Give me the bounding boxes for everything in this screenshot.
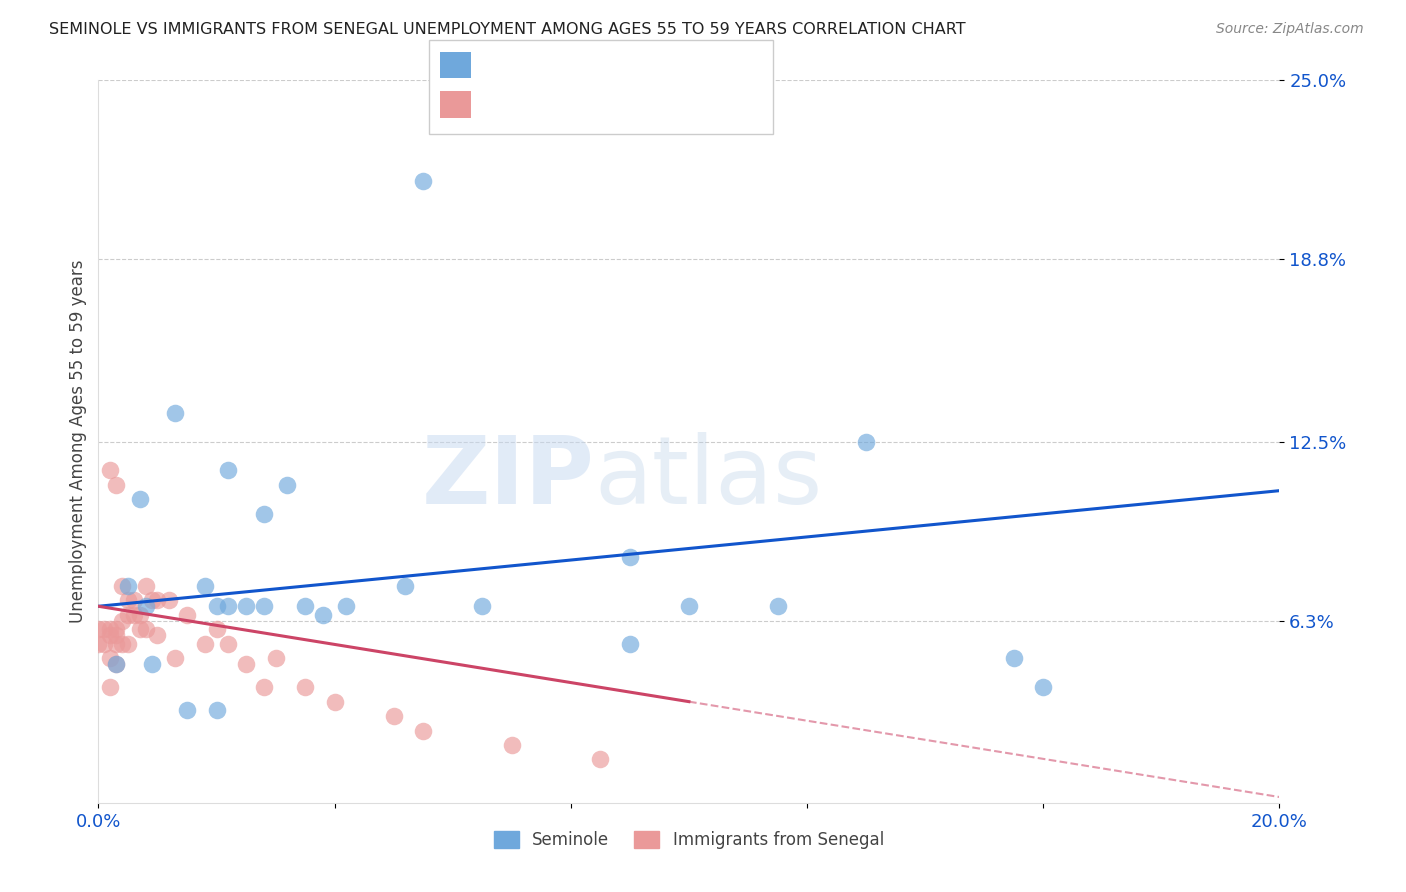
Point xyxy=(276,478,298,492)
Point xyxy=(194,637,217,651)
Point xyxy=(394,579,416,593)
Point xyxy=(165,651,187,665)
Legend: Seminole, Immigrants from Senegal: Seminole, Immigrants from Senegal xyxy=(488,824,890,856)
Point xyxy=(157,593,180,607)
Point xyxy=(294,680,316,694)
Text: N = 44: N = 44 xyxy=(595,95,657,113)
Point xyxy=(312,607,335,622)
Text: 0.139: 0.139 xyxy=(531,56,583,74)
Point xyxy=(98,628,121,642)
Point xyxy=(105,657,128,671)
Point xyxy=(128,623,150,637)
Point xyxy=(105,628,128,642)
Point xyxy=(135,579,157,593)
Point xyxy=(678,599,700,614)
Point xyxy=(128,607,150,622)
Point xyxy=(105,623,128,637)
Point xyxy=(501,738,523,752)
Text: atlas: atlas xyxy=(595,432,823,524)
Point xyxy=(111,614,134,628)
Point xyxy=(1002,651,1025,665)
Point xyxy=(146,593,169,607)
Point xyxy=(117,637,139,651)
Point xyxy=(122,593,145,607)
Point xyxy=(176,703,198,717)
Point xyxy=(235,599,257,614)
Point xyxy=(93,623,115,637)
Point xyxy=(141,657,163,671)
Point xyxy=(294,599,316,614)
Point xyxy=(141,593,163,607)
Point xyxy=(766,599,789,614)
Point xyxy=(122,607,145,622)
Point xyxy=(253,507,276,521)
Point xyxy=(335,599,357,614)
Point xyxy=(589,752,612,766)
Text: SEMINOLE VS IMMIGRANTS FROM SENEGAL UNEMPLOYMENT AMONG AGES 55 TO 59 YEARS CORRE: SEMINOLE VS IMMIGRANTS FROM SENEGAL UNEM… xyxy=(49,22,966,37)
Point xyxy=(412,723,434,738)
Point xyxy=(117,607,139,622)
Point xyxy=(128,492,150,507)
Point xyxy=(146,628,169,642)
Point xyxy=(98,463,121,477)
Point xyxy=(217,637,239,651)
Point xyxy=(111,579,134,593)
Point xyxy=(217,463,239,477)
Text: Source: ZipAtlas.com: Source: ZipAtlas.com xyxy=(1216,22,1364,37)
Point xyxy=(235,657,257,671)
Text: -0.236: -0.236 xyxy=(531,95,591,113)
Text: R =: R = xyxy=(482,56,519,74)
Point xyxy=(619,550,641,565)
Point xyxy=(264,651,287,665)
Text: ZIP: ZIP xyxy=(422,432,595,524)
Point xyxy=(98,651,121,665)
Point xyxy=(217,599,239,614)
Point xyxy=(135,623,157,637)
Point xyxy=(105,637,128,651)
Point xyxy=(194,579,217,593)
Point xyxy=(855,434,877,449)
Point xyxy=(111,637,134,651)
Point xyxy=(471,599,494,614)
Point xyxy=(619,637,641,651)
Text: R =: R = xyxy=(482,95,519,113)
Point xyxy=(117,579,139,593)
Point xyxy=(105,478,128,492)
Point xyxy=(93,637,115,651)
Point xyxy=(205,623,228,637)
Point xyxy=(176,607,198,622)
Point xyxy=(253,599,276,614)
Point xyxy=(117,593,139,607)
Point xyxy=(205,703,228,717)
Point xyxy=(323,695,346,709)
Point xyxy=(98,623,121,637)
Point xyxy=(382,709,405,723)
Point xyxy=(253,680,276,694)
Point xyxy=(135,599,157,614)
Point xyxy=(105,657,128,671)
Y-axis label: Unemployment Among Ages 55 to 59 years: Unemployment Among Ages 55 to 59 years xyxy=(69,260,87,624)
Point xyxy=(412,174,434,188)
Point xyxy=(165,406,187,420)
Point xyxy=(1032,680,1054,694)
Point xyxy=(205,599,228,614)
Point xyxy=(87,623,110,637)
Text: N = 28: N = 28 xyxy=(595,56,657,74)
Point xyxy=(87,637,110,651)
Point xyxy=(98,680,121,694)
